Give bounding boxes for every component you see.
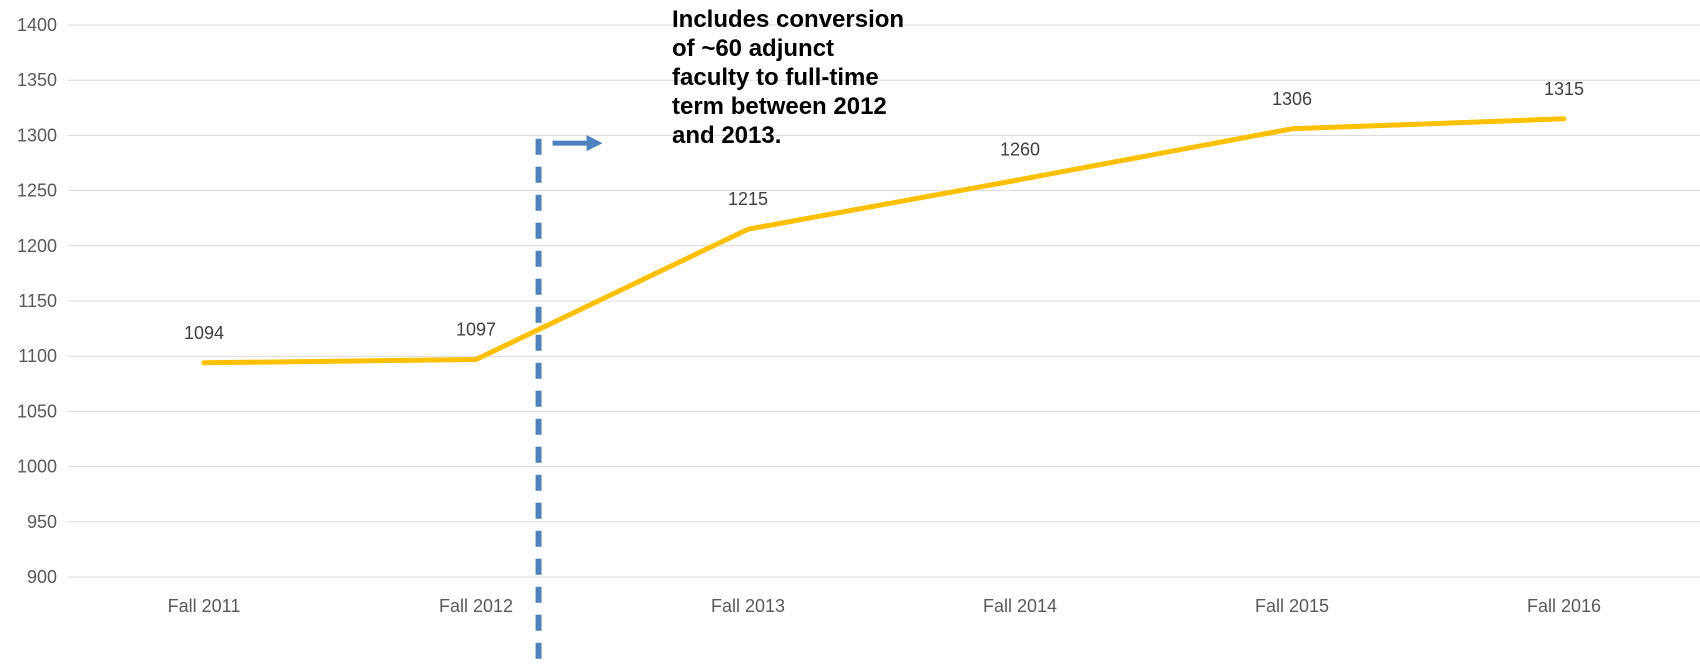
x-tick-label: Fall 2014 — [983, 596, 1057, 616]
y-tick-label: 1150 — [18, 291, 57, 311]
data-label: 1094 — [184, 323, 224, 343]
y-tick-label: 1300 — [17, 125, 57, 145]
data-label: 1215 — [728, 189, 768, 209]
y-tick-label: 1050 — [17, 401, 57, 421]
x-tick-label: Fall 2013 — [711, 596, 785, 616]
data-label: 1097 — [456, 320, 496, 340]
series-line — [201, 116, 1567, 366]
gridlines — [68, 24, 1700, 578]
y-tick-label: 900 — [27, 567, 57, 587]
annotation-line: of ~60 adjunct — [672, 35, 835, 62]
data-label: 1260 — [1000, 140, 1040, 160]
x-axis-ticks: Fall 2011 Fall 2012 Fall 2013 Fall 2014 Fall… — [168, 596, 1601, 616]
annotation-marker — [535, 135, 603, 667]
x-tick-label: Fall 2015 — [1255, 596, 1329, 616]
data-label: 1315 — [1544, 79, 1584, 99]
annotation-text: Includes conversion of ~60 adjunct facul… — [672, 5, 972, 150]
arrow-head — [586, 135, 603, 152]
y-axis-ticks: 900 950 1000 1050 1100 1150 1200 1250 1300 1350 14… — [17, 15, 57, 587]
y-tick-label: 1250 — [17, 181, 57, 201]
x-tick-label: Fall 2016 — [1527, 596, 1601, 616]
y-tick-label: 1200 — [17, 236, 57, 256]
annotation-line: faculty to full-time — [672, 64, 879, 91]
annotation-line: Includes conversion — [672, 6, 905, 33]
annotation-line: and 2013. — [672, 122, 782, 149]
y-tick-label: 1000 — [17, 457, 57, 477]
x-tick-label: Fall 2012 — [439, 596, 513, 616]
y-tick-label: 1350 — [17, 70, 57, 90]
x-tick-label: Fall 2011 — [168, 596, 241, 616]
y-tick-label: 950 — [27, 512, 57, 532]
data-labels: 1094 1097 1215 1260 1306 1315 — [184, 79, 1584, 343]
series-layer — [201, 116, 1567, 366]
annotation-line: term between 2012 — [672, 93, 887, 120]
y-tick-label: 1100 — [18, 346, 57, 366]
data-label: 1306 — [1272, 89, 1312, 109]
y-tick-label: 1400 — [17, 15, 57, 35]
